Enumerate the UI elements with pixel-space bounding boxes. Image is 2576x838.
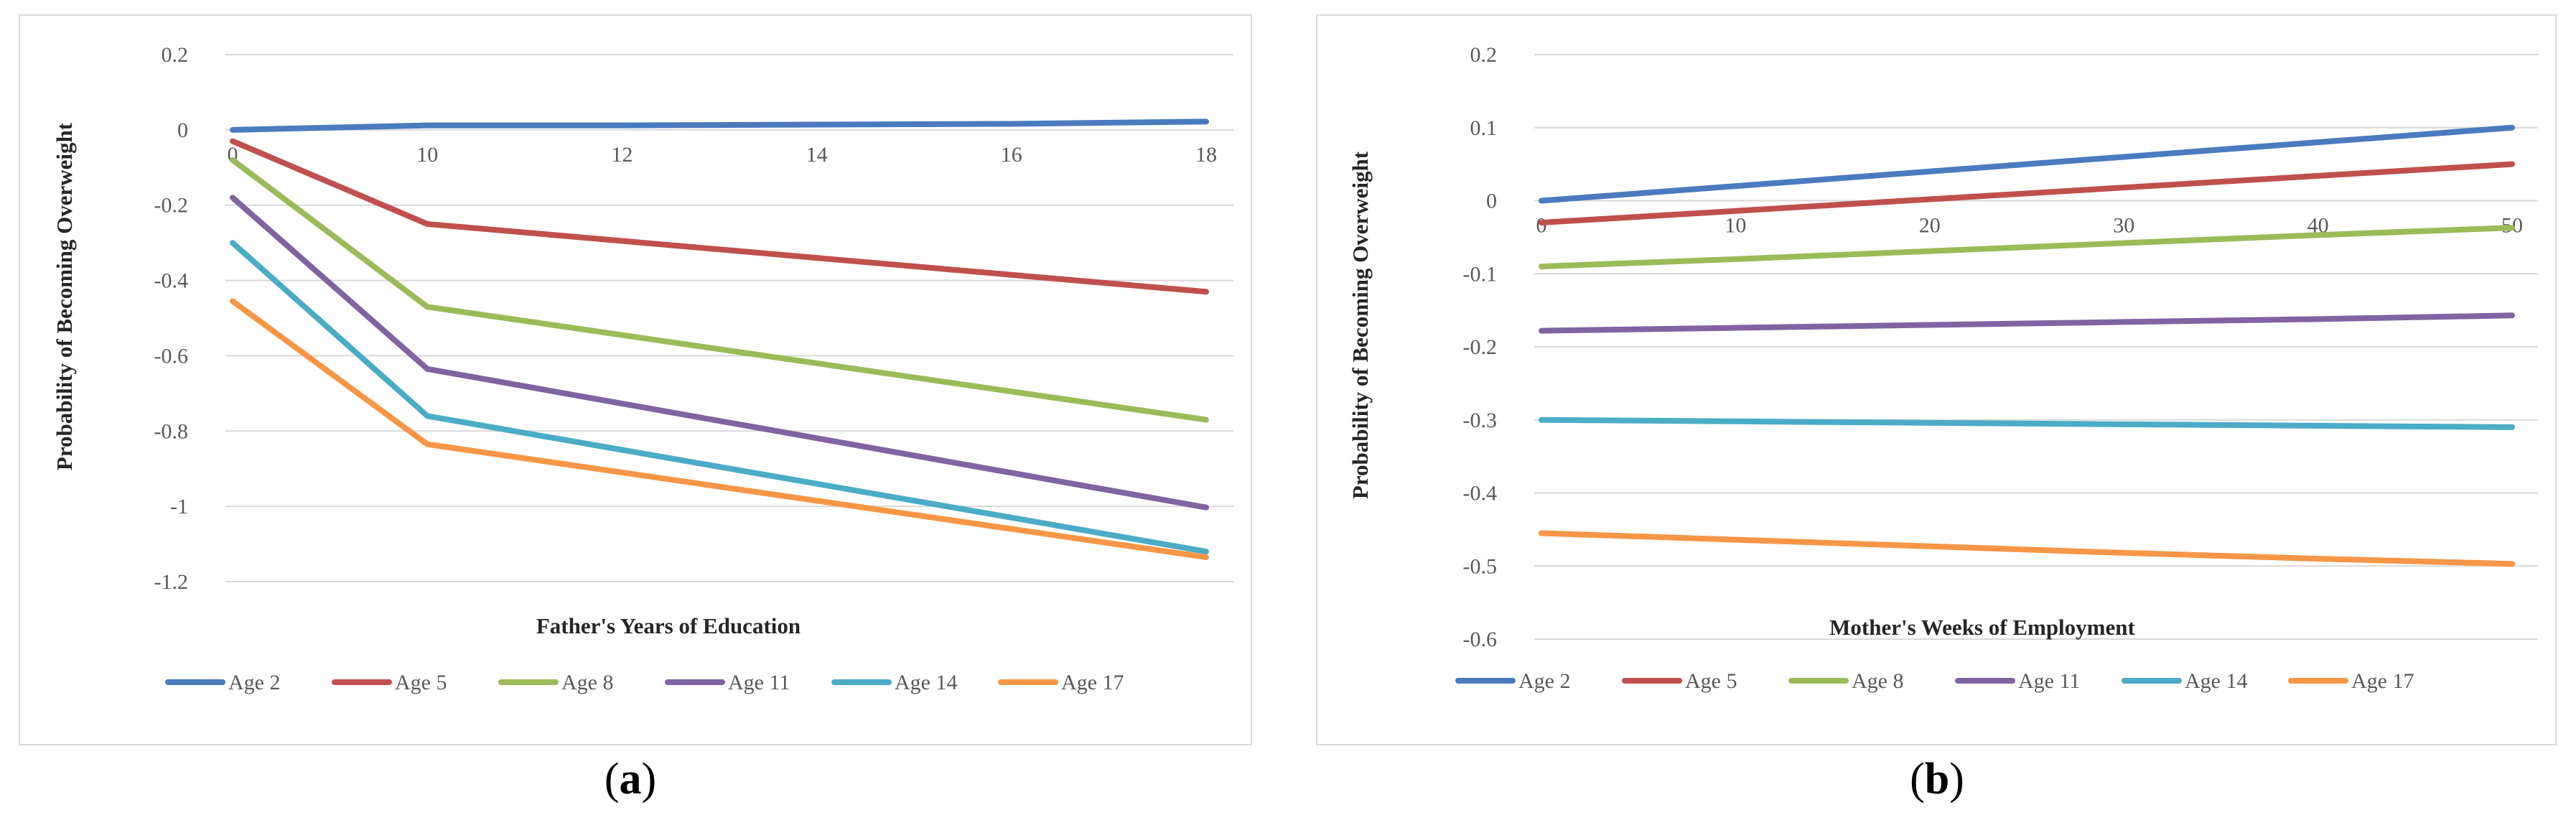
x-tick-label: 10 [1725, 214, 1746, 238]
y-tick-label: -0.4 [154, 269, 189, 293]
series-line-age-14 [230, 240, 1209, 555]
x-tick-label: 16 [1001, 143, 1022, 167]
chart-panel-a: 0.2 0 -0.2 -0.4 -0.6 -0.8 -1 -1.2 0 10 12 14 16 18 Fat… [19, 14, 1252, 745]
legend-label: Age 11 [728, 671, 790, 694]
y-tick-label: -0.2 [154, 194, 189, 218]
x-tick-label: 18 [1195, 143, 1217, 167]
y-tick-label: -1 [170, 495, 188, 518]
y-tick-label: -0.8 [154, 419, 189, 443]
legend-label: Age 14 [2185, 669, 2247, 693]
legend-label: Age 8 [1852, 669, 1903, 693]
legend-label: Age 2 [1518, 669, 1570, 693]
y-tick-label: 0.2 [1470, 43, 1498, 67]
series-line-age-2 [1539, 124, 2515, 204]
series-line-age-14 [1539, 416, 2515, 430]
series-line-age-5 [1539, 161, 2515, 226]
series-line-age-5 [230, 138, 1209, 295]
x-tick-label: 30 [2113, 214, 2134, 238]
chart-panel-b: 0.2 0.1 0 -0.1 -0.2 -0.3 -0.4 -0.5 -0.6 0 10 20 30 40… [1316, 14, 2557, 745]
legend-label: Age 2 [228, 671, 280, 694]
legend-label: Age 14 [895, 671, 957, 694]
y-tick-label: -0.4 [1463, 482, 1498, 506]
x-tick-label: 12 [611, 143, 633, 167]
y-tick-label: 0.2 [162, 43, 189, 67]
chart-b-svg: 0.20.10-0.1-0.2-0.3-0.4-0.5-0.60 10 20 30 40… [1348, 43, 2538, 693]
y-tick-label: -0.2 [1463, 335, 1498, 359]
y-tick-label: -0.6 [1463, 628, 1498, 651]
panel-label-b: (b) [1910, 755, 1964, 804]
legend-label: Age 17 [1061, 671, 1124, 694]
series-line-age-2 [230, 118, 1209, 133]
x-tick-label: 14 [806, 143, 828, 167]
y-tick-label: -0.1 [1463, 262, 1498, 286]
y-axis-title: Probability of Becoming Overweight [52, 122, 77, 470]
legend-label: Age 5 [395, 671, 447, 694]
series-line-age-17 [1539, 530, 2515, 567]
panel-label-a: (a) [604, 755, 657, 804]
x-tick-label: 10 [416, 143, 438, 167]
legend-label: Age 17 [2351, 669, 2414, 693]
series-line-age-11 [1539, 312, 2515, 334]
x-tick-label: 20 [1919, 214, 1941, 238]
y-tick-label: 0 [177, 118, 188, 142]
y-tick-label: -0.6 [154, 344, 189, 368]
y-tick-label: 0.1 [1470, 116, 1498, 140]
legend-label: Age 8 [561, 671, 613, 694]
y-tick-label: 0 [1486, 190, 1497, 213]
series-line-age-8 [1539, 225, 2515, 270]
legend-label: Age 5 [1685, 669, 1737, 693]
x-axis-title: Father's Years of Education [536, 613, 801, 638]
series-line-age-11 [230, 195, 1209, 511]
y-tick-label: -0.5 [1463, 554, 1498, 578]
y-tick-label: -1.2 [154, 570, 189, 594]
y-tick-label: -0.3 [1463, 409, 1498, 432]
chart-a-svg: 0.20-0.2-0.4-0.6-0.8-1-1.20 10 12 14 16 18Fat… [52, 43, 1233, 694]
series-line-age-17 [230, 298, 1209, 560]
x-axis-title: Mother's Weeks of Employment [1829, 615, 2135, 640]
legend-label: Age 11 [2018, 669, 2080, 693]
series-line-age-8 [230, 157, 1209, 423]
y-axis-title: Probability of Becoming Overweight [1348, 151, 1373, 499]
